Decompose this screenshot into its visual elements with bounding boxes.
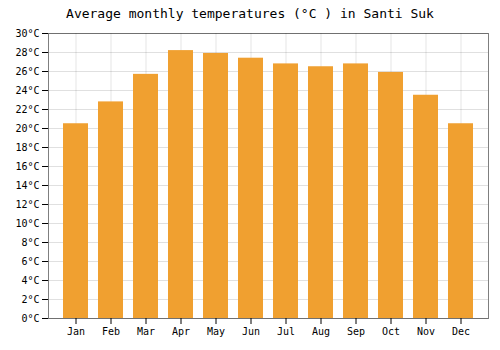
svg-text:2°C: 2°C [21, 294, 39, 305]
svg-text:28°C: 28°C [15, 47, 39, 58]
svg-text:Mar: Mar [137, 326, 155, 337]
svg-text:26°C: 26°C [15, 66, 39, 77]
svg-text:16°C: 16°C [15, 161, 39, 172]
svg-text:10°C: 10°C [15, 218, 39, 229]
svg-text:Dec: Dec [452, 326, 470, 337]
svg-text:Oct: Oct [382, 326, 400, 337]
svg-text:Feb: Feb [102, 326, 120, 337]
svg-text:Apr: Apr [172, 326, 190, 337]
svg-text:Jan: Jan [67, 326, 85, 337]
svg-text:Sep: Sep [347, 326, 365, 337]
svg-text:22°C: 22°C [15, 104, 39, 115]
svg-text:24°C: 24°C [15, 85, 39, 96]
svg-text:18°C: 18°C [15, 142, 39, 153]
html-text:Average monthly temperatures (: Average monthly temperatures (°C ) in Sa… [66, 6, 434, 21]
svg-text:30°C: 30°C [15, 28, 39, 39]
svg-text:0°C: 0°C [21, 313, 39, 324]
svg-text:Jul: Jul [277, 326, 295, 337]
svg-text:4°C: 4°C [21, 275, 39, 286]
svg-text:Aug: Aug [312, 326, 330, 337]
svg-text:20°C: 20°C [15, 123, 39, 134]
svg-text:6°C: 6°C [21, 256, 39, 267]
svg-text:12°C: 12°C [15, 199, 39, 210]
svg-text:14°C: 14°C [15, 180, 39, 191]
svg-text:8°C: 8°C [21, 237, 39, 248]
svg-text:May: May [207, 326, 225, 337]
svg-text:Jun: Jun [242, 326, 260, 337]
svg-text:Nov: Nov [417, 326, 435, 337]
